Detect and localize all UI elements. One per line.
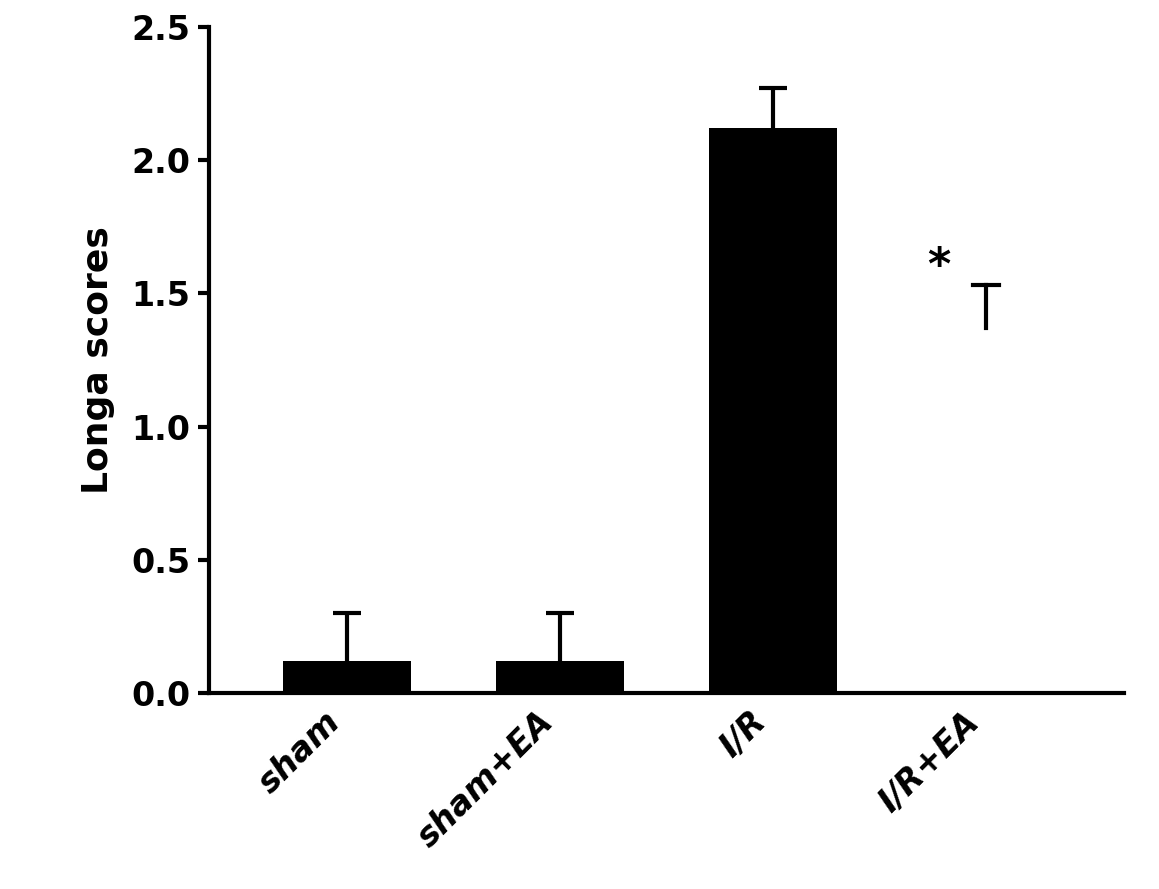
Bar [283, 661, 411, 693]
Y-axis label: Longa scores: Longa scores [81, 226, 115, 494]
Bar [496, 661, 624, 693]
Bar [709, 128, 837, 693]
Text: *: * [927, 245, 950, 288]
